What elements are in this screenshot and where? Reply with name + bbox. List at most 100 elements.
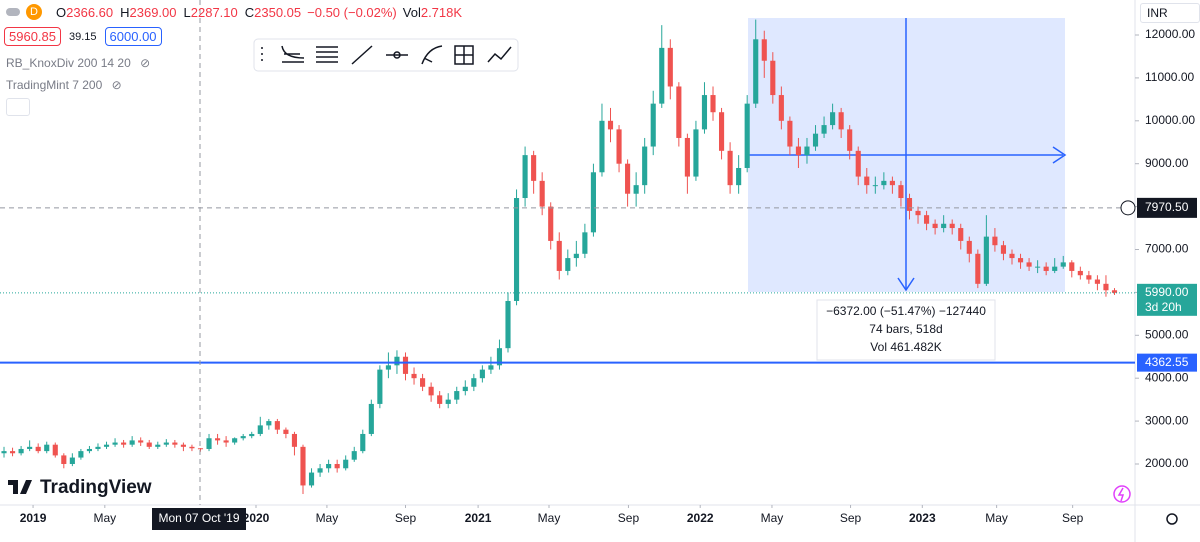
candle-body: [761, 39, 767, 61]
y-tick-label: 7000.00: [1145, 242, 1189, 256]
candle-body: [1035, 266, 1041, 268]
ohlc-value: 2287.10: [190, 4, 238, 20]
ohlc-value: 2366.60: [66, 4, 114, 20]
symbol-icon: D: [26, 4, 42, 20]
ohlc-label: O: [56, 4, 67, 20]
candle-body: [471, 378, 477, 387]
countdown: 3d 20h: [1145, 300, 1182, 314]
candle-body: [812, 133, 819, 147]
candle-body: [667, 47, 673, 87]
x-tick-label: May: [316, 511, 339, 525]
candle-body: [445, 399, 451, 404]
candle-body: [753, 39, 759, 104]
y-tick-label: 2000.00: [1145, 456, 1189, 470]
candle-body: [146, 442, 152, 447]
x-tick-label: 2022: [687, 511, 714, 525]
ohlc-label: C: [244, 4, 255, 20]
candle-body: [941, 223, 947, 229]
crosshair-add-icon[interactable]: [1120, 200, 1136, 216]
tool-icon[interactable]: [454, 45, 474, 65]
change: −0.50 (−0.02%): [307, 4, 397, 20]
alert-icon-bolt: [1117, 487, 1125, 502]
candle-body: [308, 472, 315, 486]
x-tick-label: May: [985, 511, 1008, 525]
indicator-name: TradingMint 7 200: [6, 78, 103, 92]
tool-icon[interactable]: [281, 45, 305, 63]
crosshair-date-box: [152, 508, 246, 530]
hline-label: 4362.55: [1145, 355, 1189, 369]
candle-body: [676, 86, 682, 138]
candle-body: [838, 112, 844, 130]
candle-body: [249, 433, 255, 437]
candle-body: [462, 386, 468, 392]
indicator: TradingMint 7 200 ⊘: [6, 78, 122, 92]
candle-body: [958, 228, 964, 241]
alert-icon[interactable]: [1113, 485, 1131, 503]
candle-body: [163, 442, 169, 445]
candle-body: [18, 448, 24, 454]
hide-icon[interactable]: ⊘: [111, 78, 122, 92]
candle-body: [1060, 262, 1066, 267]
candle-body: [727, 150, 733, 186]
candle-body: [172, 442, 178, 445]
candle-body: [215, 438, 221, 441]
price-label-box: [1137, 283, 1197, 316]
buy-button[interactable]: 6000.00: [104, 27, 162, 46]
candle-body: [556, 240, 562, 271]
tool-icon[interactable]: [316, 46, 338, 63]
candle-body: [1094, 279, 1100, 284]
candle-body: [718, 112, 725, 151]
candle-body: [1052, 266, 1058, 271]
tool-icon[interactable]: [487, 46, 512, 63]
ohlc-label: H: [120, 4, 130, 20]
tool-icon[interactable]: [386, 51, 408, 59]
ohlc-label: L: [183, 4, 191, 20]
candle-body: [180, 444, 186, 447]
candle-body: [924, 215, 930, 224]
candle-body: [351, 451, 357, 460]
candle-body: [138, 440, 144, 443]
candle-body: [394, 356, 400, 366]
measure-info-box: [816, 299, 996, 361]
candle-body: [454, 391, 460, 400]
tool-icon[interactable]: [421, 45, 443, 65]
candle-body: [274, 421, 280, 430]
x-tick-label: May: [538, 511, 561, 525]
candle-body: [1086, 275, 1092, 280]
candle-body: [35, 446, 41, 452]
currency[interactable]: INR: [1140, 3, 1200, 23]
collapse-button[interactable]: [6, 98, 30, 116]
candle-body: [513, 198, 520, 301]
tool-icon[interactable]: [351, 45, 373, 65]
candle-body: [1077, 270, 1083, 276]
candle-body: [44, 444, 50, 452]
candle-body: [548, 206, 554, 241]
candle-body: [479, 369, 485, 379]
candle-body: [1103, 283, 1109, 291]
settings-icon[interactable]: [1166, 513, 1178, 525]
candle-body: [864, 176, 870, 186]
y-tick-label: 11000.00: [1145, 70, 1194, 84]
hide-icon[interactable]: ⊘: [140, 56, 151, 70]
candle-body: [103, 444, 110, 447]
candle-body: [582, 232, 588, 254]
sell-button[interactable]: 5960.85: [4, 27, 61, 46]
candle-body: [95, 446, 101, 449]
candle-body: [1026, 262, 1032, 267]
candle-body: [522, 155, 528, 199]
candle-body: [368, 403, 374, 434]
candle-body: [437, 395, 443, 404]
candle-body: [539, 180, 545, 207]
candle-body: [736, 167, 742, 186]
indicator-name: RB_KnoxDiv 200 14 20: [6, 56, 131, 70]
last-price-label: 5990.00: [1145, 285, 1189, 299]
candle-body: [1000, 245, 1007, 254]
candle-body: [189, 446, 195, 449]
x-tick-label: May: [93, 511, 116, 525]
y-tick-label: 12000.00: [1145, 27, 1195, 41]
price-label-box: [1137, 197, 1197, 218]
ohlc-item: H2369.00: [120, 5, 176, 20]
candle-body: [343, 459, 349, 469]
candle-body: [915, 210, 921, 216]
candle-body: [983, 236, 989, 284]
